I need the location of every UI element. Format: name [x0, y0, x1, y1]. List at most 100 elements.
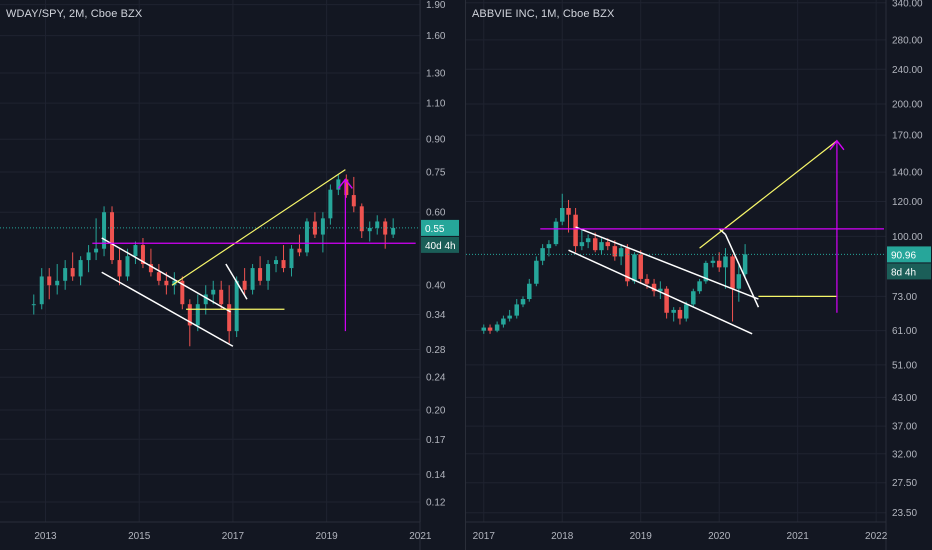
candle-body — [78, 260, 83, 277]
candle-body — [540, 248, 545, 261]
price-tick-label: 1.60 — [426, 31, 446, 42]
candles — [31, 174, 396, 347]
candle-body — [710, 260, 716, 263]
price-badge: 90.96 8d 4h — [887, 246, 931, 280]
candle-body — [494, 324, 500, 331]
candle-body — [391, 227, 396, 235]
time-tick-label: 2017 — [473, 531, 496, 542]
candle-body — [227, 304, 232, 332]
time-tick-label: 2020 — [708, 531, 731, 542]
pane-divider[interactable] — [465, 0, 466, 550]
price-tick-label: 200.00 — [892, 100, 923, 111]
candle-body — [736, 274, 742, 289]
time-tick-label: 2018 — [551, 531, 574, 542]
price-tick-label: 1.30 — [426, 69, 446, 80]
white-trend-line — [568, 249, 753, 335]
right-chart-title: ABBVIE INC, 1M, Cboe BZX — [472, 8, 615, 20]
time-axis: 2013 2015 2017 2019 2021 — [34, 531, 432, 542]
price-badge-value: 0.55 — [425, 224, 445, 235]
price-tick-label: 0.14 — [426, 470, 446, 481]
candle-body — [375, 221, 380, 228]
candle-body — [156, 272, 161, 281]
candle-body — [730, 256, 735, 289]
price-tick-label: 43.00 — [892, 393, 917, 404]
candle-body — [344, 179, 349, 196]
price-tick-label: 0.12 — [426, 498, 446, 509]
candle-body — [281, 260, 286, 269]
price-tick-label: 1.10 — [426, 99, 446, 110]
candle-body — [110, 212, 115, 261]
candle-body — [697, 281, 702, 292]
candle-body — [55, 280, 60, 286]
white-trend-line — [101, 237, 231, 313]
candle-body — [573, 214, 578, 247]
price-badge-bg — [421, 219, 459, 236]
price-tick-label: 23.50 — [892, 508, 917, 519]
price-tick-label: 100.00 — [892, 232, 923, 243]
price-tick-label: 0.60 — [426, 208, 446, 219]
price-tick-label: 0.75 — [426, 168, 446, 179]
left-chart-title: WDAY/SPY, 2M, Cboe BZX — [6, 8, 143, 20]
candle-body — [612, 246, 618, 257]
candle-body — [691, 291, 696, 305]
candle-body — [618, 248, 624, 257]
left-chart-pane[interactable]: 1.90 1.60 1.30 1.10 0.90 0.75 0.60 0.40 0.34 0.28… — [0, 0, 466, 550]
price-tick-label: 61.00 — [892, 326, 917, 337]
yellow-trend-line — [171, 169, 346, 286]
candle-body — [367, 227, 372, 232]
price-tick-label: 0.24 — [426, 373, 446, 384]
candle-body — [304, 221, 309, 253]
candle-body — [297, 248, 302, 253]
time-tick-label: 2019 — [630, 531, 653, 542]
candle-body — [487, 327, 493, 331]
left-chart-canvas[interactable]: 1.90 1.60 1.30 1.10 0.90 0.75 0.60 0.40 0.34 0.28… — [0, 0, 466, 550]
candle-body — [514, 304, 519, 316]
candle-body — [47, 276, 52, 286]
candle-body — [383, 221, 388, 235]
countdown-badge-bg — [887, 263, 931, 280]
price-tick-label: 0.90 — [426, 135, 446, 146]
candle-body — [86, 252, 91, 261]
price-tick-label: 140.00 — [892, 168, 923, 179]
candle-body — [258, 268, 263, 281]
candle-body — [148, 264, 153, 273]
candle-body — [63, 268, 68, 281]
price-tick-label: 1.90 — [426, 0, 446, 11]
price-badge-bg — [887, 246, 931, 263]
time-tick-label: 2019 — [316, 531, 339, 542]
countdown-badge-bg — [421, 236, 459, 253]
white-trend-line — [718, 228, 726, 235]
candle-body — [117, 260, 122, 277]
white-trend-line — [101, 271, 234, 347]
price-tick-label: 340.00 — [892, 0, 923, 9]
arrowhead — [829, 139, 845, 151]
candle-body — [716, 260, 722, 268]
time-tick-label: 2017 — [222, 531, 245, 542]
candle-body — [274, 260, 279, 265]
candle-body — [359, 206, 364, 232]
candle-body — [683, 304, 689, 319]
right-chart-pane[interactable]: 340.00 280.00 240.00 200.00 170.00 140.00 120.… — [466, 0, 932, 550]
candle-body — [203, 294, 208, 305]
price-tick-label: 32.00 — [892, 449, 917, 460]
yellow-trend-line — [699, 140, 838, 249]
candle-body — [195, 304, 200, 326]
price-badge: 0.55 40d 4h — [421, 219, 459, 253]
candle-body — [566, 208, 571, 215]
candle-body — [164, 280, 169, 286]
candle-body — [644, 278, 650, 284]
candle-body — [266, 264, 271, 281]
white-trend-line — [575, 226, 759, 300]
candle-body — [39, 276, 44, 305]
price-tick-label: 240.00 — [892, 65, 923, 76]
grid — [466, 0, 886, 522]
candle-body — [234, 280, 239, 332]
price-tick-label: 170.00 — [892, 131, 923, 142]
time-tick-label: 2015 — [128, 531, 151, 542]
price-tick-label: 0.20 — [426, 406, 446, 417]
candle-body — [527, 283, 532, 300]
price-badge-value: 90.96 — [891, 250, 916, 261]
right-chart-canvas[interactable]: 340.00 280.00 240.00 200.00 170.00 140.00 120.… — [466, 0, 932, 550]
price-tick-label: 37.00 — [892, 422, 917, 433]
candle-body — [605, 242, 611, 247]
